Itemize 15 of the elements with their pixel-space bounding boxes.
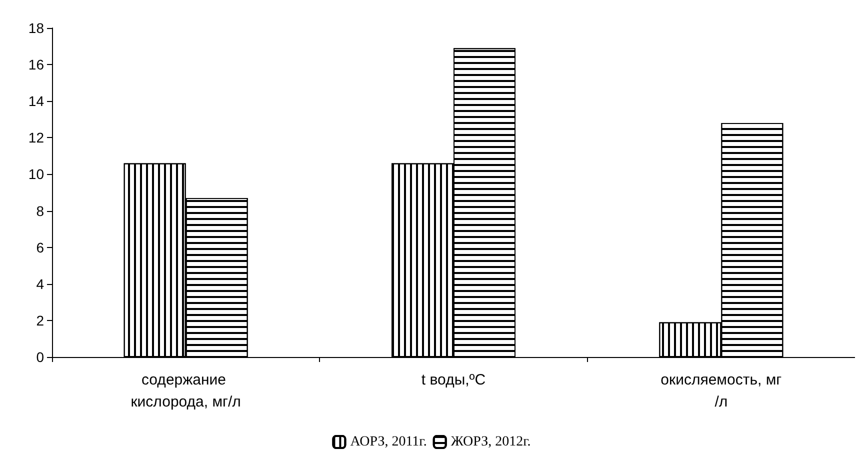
y-tick-label: 14 (28, 93, 44, 110)
legend-label: АОРЗ, 2011г. (350, 434, 427, 450)
x-tick-label: t воды,ºC (421, 372, 486, 388)
y-tick-label: 4 (36, 276, 44, 292)
y-tick-label: 12 (28, 130, 44, 146)
x-tick-label: окисляемость, мг/л (660, 372, 782, 410)
y-tick-label: 16 (28, 56, 44, 73)
y-tick-label: 6 (36, 239, 44, 256)
x-tick-label: содержание кислорода, мг/л (130, 372, 241, 410)
y-tick-label: 2 (36, 312, 44, 328)
y-tick-label: 18 (28, 20, 44, 36)
y-tick-label: 0 (36, 349, 44, 365)
y-tick-label: 10 (28, 166, 44, 182)
y-tick-label: 8 (36, 202, 44, 219)
legend-label: ЖОРЗ, 2012г. (450, 434, 531, 450)
